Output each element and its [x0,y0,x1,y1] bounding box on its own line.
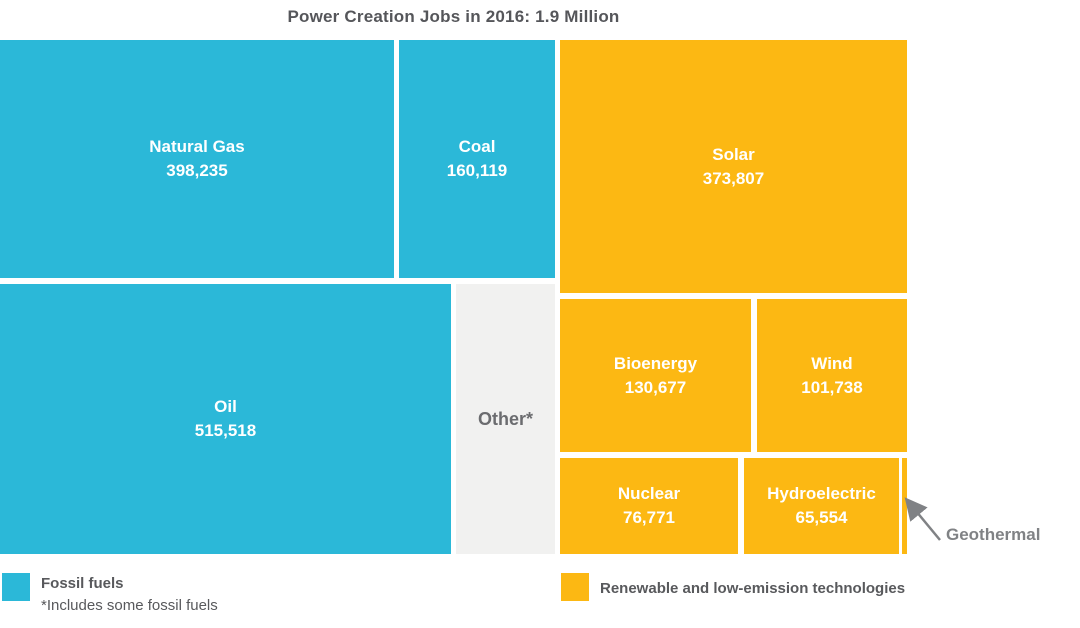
treemap-tile-solar: Solar 373,807 [560,40,907,293]
treemap-tile-geothermal [902,458,907,554]
tile-value: 130,677 [624,377,687,397]
tile-value: 76,771 [623,508,675,527]
tile-label: Oil [214,397,237,416]
tile-label: Other* [477,409,533,429]
treemap-tile-hydroelectric: Hydroelectric 65,554 [744,458,899,554]
treemap-tile-oil: Oil 515,518 [0,284,451,554]
tile-label: Bioenergy [613,353,698,373]
geothermal-arrow-icon [904,497,941,541]
treemap-tile-wind: Wind 101,738 [757,299,907,452]
treemap-tile-other: Other* [456,284,555,554]
tile-value: 65,554 [795,508,848,527]
tile-label: Natural Gas [149,137,245,156]
tile-value: 398,235 [166,161,228,180]
legend-label-renewable: Renewable and low-emission technologies [600,580,906,597]
geothermal-callout-label: Geothermal [946,525,1041,544]
treemap-tile-coal: Coal 160,119 [399,40,555,278]
treemap-tile-bioenergy: Bioenergy 130,677 [560,299,751,452]
tile-value: 160,119 [446,161,508,180]
legend-swatch-renewable [561,573,589,601]
tile-label: Solar [712,144,755,164]
legend-swatch-fossil-fuels [2,573,30,601]
tile-value: 373,807 [702,168,765,188]
legend-footnote: *Includes some fossil fuels [41,597,218,614]
tile-label: Wind [811,353,853,373]
tile-label: Hydroelectric [767,484,876,503]
treemap-tile-nuclear: Nuclear 76,771 [560,458,738,554]
tile-value: 101,738 [801,377,863,397]
tile-value: 515,518 [194,421,257,440]
treemap-tile-natural-gas: Natural Gas 398,235 [0,40,394,278]
legend-label-fossil-fuels: Fossil fuels [41,575,124,592]
tile-label: Nuclear [617,484,681,503]
chart-title: Power Creation Jobs in 2016: 1.9 Million [287,7,620,26]
tile-label: Coal [458,137,496,156]
